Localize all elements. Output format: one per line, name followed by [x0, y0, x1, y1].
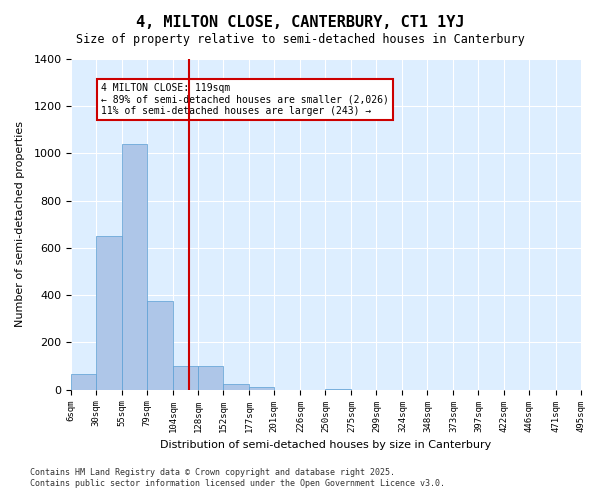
Bar [325, 388, 352, 390]
Text: 4, MILTON CLOSE, CANTERBURY, CT1 1YJ: 4, MILTON CLOSE, CANTERBURY, CT1 1YJ [136, 15, 464, 30]
Text: Contains HM Land Registry data © Crown copyright and database right 2025.
Contai: Contains HM Land Registry data © Crown c… [30, 468, 445, 487]
Bar [147, 301, 173, 390]
Text: Size of property relative to semi-detached houses in Canterbury: Size of property relative to semi-detach… [76, 32, 524, 46]
X-axis label: Distribution of semi-detached houses by size in Canterbury: Distribution of semi-detached houses by … [160, 440, 491, 450]
Bar [71, 374, 96, 390]
Bar [223, 384, 249, 390]
Bar [96, 236, 122, 390]
Y-axis label: Number of semi-detached properties: Number of semi-detached properties [15, 122, 25, 328]
Text: 4 MILTON CLOSE: 119sqm
← 89% of semi-detached houses are smaller (2,026)
11% of : 4 MILTON CLOSE: 119sqm ← 89% of semi-det… [101, 82, 389, 116]
Bar [249, 388, 274, 390]
Bar [198, 366, 223, 390]
Bar [173, 366, 198, 390]
Bar [122, 144, 147, 390]
